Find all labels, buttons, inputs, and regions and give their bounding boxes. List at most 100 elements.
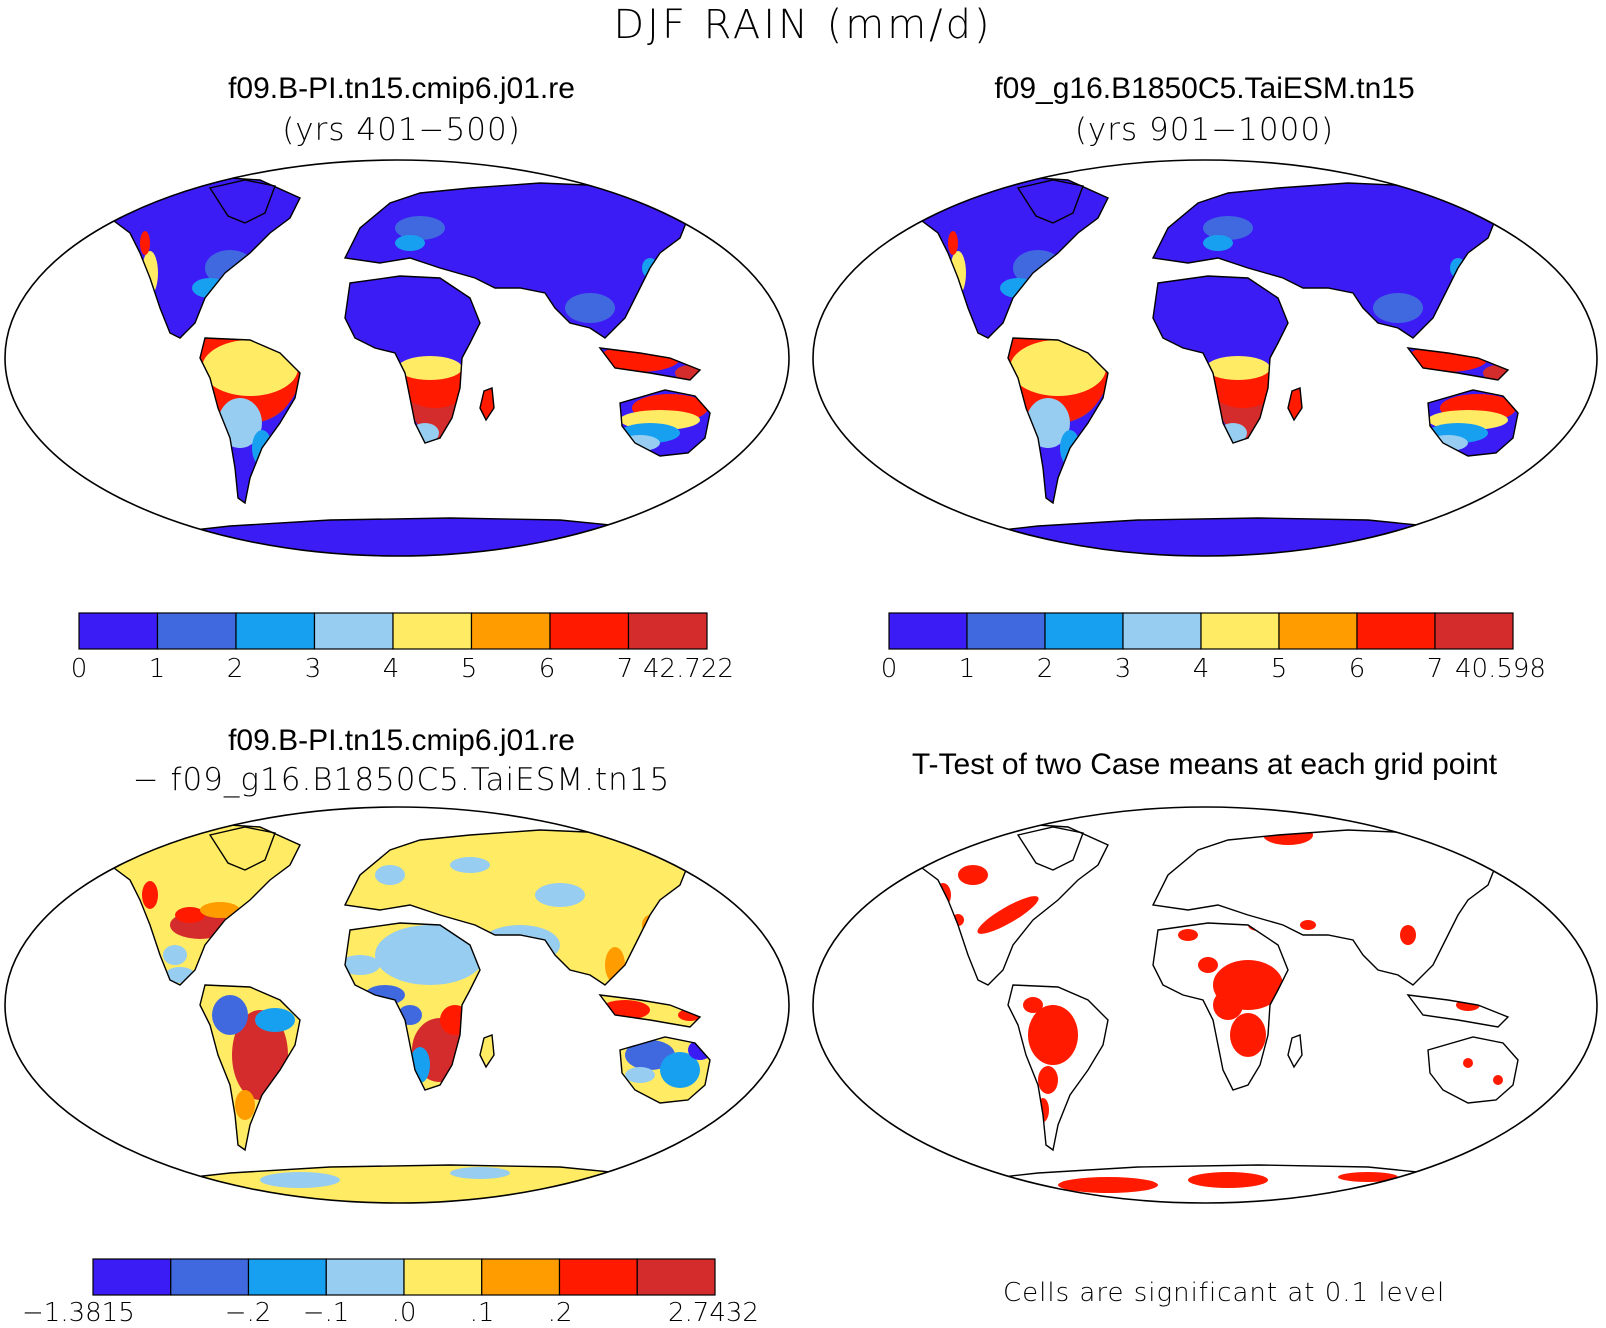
colorbar-bottom-left [92,1258,716,1296]
colorbar-top-left [78,612,708,650]
cb-tr-tick-5: 5 [1270,654,1288,684]
coastline-nam [901,822,1109,986]
coastline-indo [1406,994,1510,1028]
coastline-indo [598,347,702,381]
coastline-indo [598,994,702,1028]
coastline-mad [479,387,495,422]
coastline-green [1016,826,1084,871]
map-top-left [4,159,790,557]
cb-tl-tick-4: 4 [382,654,400,684]
coastline-eura [1151,182,1499,339]
panel-tr-subtitle: (yrs 901−1000) [1074,112,1335,148]
colorbar-swatch-7 [627,612,708,650]
panel-br-title: T-Test of two Case means at each grid po… [911,748,1498,781]
coastline-nam [901,175,1109,339]
coastline-sam [199,984,301,1152]
colorbar-swatch-6 [549,612,630,650]
colorbar-swatch-5 [470,612,551,650]
coastline-sam [1007,337,1109,505]
colorbar-swatch-2 [1044,612,1124,650]
cb-tl-max: 42.722 [643,654,734,684]
panel-bl-title: f09.B-PI.tn15.cmip6.j01.re [228,724,575,757]
colorbar-swatch-2 [235,612,316,650]
cb-tr-tick-1: 1 [958,654,976,684]
colorbar-swatch-1 [156,612,237,650]
colorbar-swatch-1 [170,1258,250,1296]
coastline-green [1016,179,1084,224]
figure-title: DJF RAIN (mm/d) [613,2,993,48]
coastline-afr [344,275,481,444]
panel-tl-subtitle: (yrs 401−500) [282,112,521,148]
cb-tr-max: 40.598 [1455,654,1546,684]
cb-bl-tick-1: −.1 [302,1298,350,1328]
map-boundary [4,806,790,1204]
coastline-mad [1287,1034,1303,1069]
coastline-afr [344,922,481,1091]
colorbar-swatch-7 [636,1258,716,1296]
coastline-eura [1151,829,1499,986]
colorbar-swatch-4 [403,1258,483,1296]
colorbar-swatch-3 [313,612,394,650]
panel-tl-title: f09.B-PI.tn15.cmip6.j01.re [228,72,575,105]
cb-tr-tick-2: 2 [1036,654,1054,684]
colorbar-swatch-7 [1434,612,1514,650]
coastline-sam [199,337,301,505]
coastline-afr [1152,275,1289,444]
map-boundary [4,159,790,557]
panel-tr-title: f09_g16.B1850C5.TaiESM.tn15 [994,72,1415,105]
cb-tl-tick-5: 5 [460,654,478,684]
coastline-green [208,826,276,871]
colorbar-swatch-5 [481,1258,561,1296]
colorbar-swatch-6 [558,1258,638,1296]
coastline-eura [343,829,691,986]
cb-tl-tick-2: 2 [226,654,244,684]
colorbar-swatch-4 [392,612,473,650]
cb-bl-max: 2.7432 [668,1298,759,1328]
coastline-eura [343,182,691,339]
cb-bl-min: −1.3815 [22,1298,135,1328]
map-boundary [812,159,1598,557]
coastline-ant [947,517,1489,556]
cb-tr-tick-0: 0 [880,654,898,684]
map-bottom-right [812,806,1598,1204]
cb-bl-tick-3: .1 [469,1298,495,1328]
panel-bl-subtitle: − f09_g16.B1850C5.TaiESM.tn15 [132,762,671,798]
colorbar-swatch-4 [1200,612,1280,650]
coastline-afr [1152,922,1289,1091]
cb-tr-tick-3: 3 [1114,654,1132,684]
colorbar-top-right [888,612,1514,650]
coastline-indo [1406,347,1510,381]
coastline-nam [93,175,301,339]
map-bottom-left [4,806,790,1204]
coastline-green [208,179,276,224]
colorbar-swatch-3 [1122,612,1202,650]
colorbar-swatch-1 [966,612,1046,650]
cb-tl-tick-7: 7 [616,654,634,684]
cb-tr-tick-6: 6 [1348,654,1366,684]
cb-tr-tick-4: 4 [1192,654,1210,684]
map-boundary [812,806,1598,1204]
colorbar-swatch-3 [325,1258,405,1296]
colorbar-swatch-6 [1356,612,1436,650]
cb-tr-tick-7: 7 [1426,654,1444,684]
colorbar-swatch-5 [1278,612,1358,650]
map-top-right [812,159,1598,557]
coastline-ant [947,1164,1489,1203]
cb-tl-tick-1: 1 [148,654,166,684]
cb-tl-tick-6: 6 [538,654,556,684]
coastline-nam [93,822,301,986]
colorbar-swatch-0 [78,612,159,650]
cb-tl-tick-0: 0 [70,654,88,684]
coastline-sam [1007,984,1109,1152]
colorbar-swatch-0 [92,1258,172,1296]
coastline-aus [619,1036,711,1104]
coastline-mad [1287,387,1303,422]
coastline-aus [1427,389,1519,457]
cb-bl-tick-2: .0 [391,1298,417,1328]
coastline-mad [479,1034,495,1069]
cb-bl-tick-0: −.2 [224,1298,272,1328]
coastline-aus [1427,1036,1519,1104]
colorbar-swatch-2 [247,1258,327,1296]
coastline-ant [139,517,681,556]
coastline-aus [619,389,711,457]
